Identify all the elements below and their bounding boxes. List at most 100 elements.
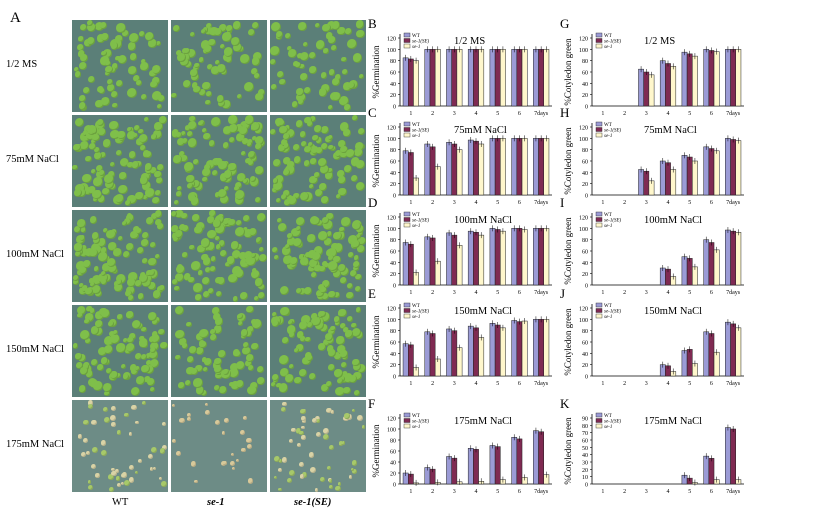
seedling-dot bbox=[281, 194, 288, 201]
bar-se-1(SE) bbox=[408, 152, 414, 196]
seedling-dot bbox=[218, 350, 227, 359]
seedling-dot bbox=[126, 88, 137, 98]
seedling-dot bbox=[173, 285, 180, 292]
seedling-dot bbox=[328, 479, 332, 483]
seedling-dot bbox=[191, 179, 200, 188]
bar-se-1(SE) bbox=[730, 139, 736, 196]
seedling-dot bbox=[300, 408, 306, 415]
bar-WT bbox=[533, 228, 539, 286]
seedling-dot bbox=[311, 316, 321, 326]
seedling-dot bbox=[171, 211, 178, 218]
seedling-dot bbox=[324, 332, 334, 341]
seedling-dot bbox=[216, 95, 225, 103]
seedling-dot bbox=[102, 407, 108, 413]
bar-se-1(SE) bbox=[473, 449, 479, 485]
seedling-dot bbox=[175, 265, 185, 275]
legend-label: WT bbox=[412, 304, 420, 309]
x-tick-label: 2 bbox=[623, 290, 626, 296]
x-tick-label: 6 bbox=[710, 489, 713, 495]
seedling-dot bbox=[184, 60, 193, 69]
seedling-dot bbox=[277, 223, 287, 233]
seedling-dot bbox=[121, 29, 130, 38]
seedling-dot bbox=[325, 171, 334, 180]
seedling-dot bbox=[76, 362, 84, 370]
seedling-dot bbox=[155, 40, 162, 47]
seedling-dot bbox=[270, 128, 277, 136]
seedling-dot bbox=[131, 404, 137, 411]
y-tick-label: 60 bbox=[390, 250, 396, 256]
seedling-dot bbox=[214, 365, 222, 374]
seedling-dot bbox=[128, 32, 139, 43]
seedling-dot bbox=[237, 320, 243, 327]
seedling-dot bbox=[200, 28, 207, 35]
seedling-dot bbox=[230, 241, 240, 251]
seedling-photo-5-2 bbox=[171, 400, 267, 492]
seedling-dot bbox=[109, 414, 116, 421]
seedling-dot bbox=[277, 467, 283, 473]
seedling-dot bbox=[309, 52, 317, 60]
legend-swatch bbox=[403, 418, 411, 423]
seedling-dot bbox=[153, 466, 157, 470]
seedling-dot bbox=[105, 180, 115, 190]
seedling-dot bbox=[192, 214, 200, 222]
seedling-dot bbox=[243, 178, 249, 184]
seedling-dot bbox=[173, 155, 182, 164]
seedling-dot bbox=[254, 73, 260, 80]
seedling-dot bbox=[127, 130, 137, 140]
seedling-dot bbox=[240, 329, 249, 337]
seedling-dot bbox=[322, 23, 331, 33]
seedling-dot bbox=[127, 194, 137, 205]
seedling-dot bbox=[257, 291, 265, 299]
seedling-dot bbox=[229, 363, 239, 373]
seedling-dot bbox=[117, 483, 122, 488]
seedling-dot bbox=[154, 122, 163, 131]
x-tick-label: 5 bbox=[688, 290, 691, 296]
seedling-dot bbox=[158, 328, 165, 336]
y-tick-label: 100 bbox=[579, 137, 588, 143]
seedling-dot bbox=[135, 280, 142, 287]
bar-se-1(SE) bbox=[494, 324, 501, 377]
seedling-dot bbox=[138, 458, 143, 463]
y-tick-label: 50 bbox=[582, 446, 588, 452]
seedling-dot bbox=[206, 91, 212, 97]
seedling-dot bbox=[243, 81, 254, 92]
seedling-dot bbox=[282, 401, 288, 407]
seedling-dot bbox=[276, 218, 282, 224]
seedling-dot bbox=[109, 162, 115, 168]
x-tick-label: 1 bbox=[601, 111, 604, 117]
seedling-dot bbox=[148, 257, 157, 267]
x-tick-label: 1 bbox=[601, 381, 604, 387]
seedling-dot bbox=[78, 282, 85, 289]
bar-se-1(SE) bbox=[429, 146, 436, 196]
seedling-dot bbox=[119, 157, 130, 168]
seedling-dot bbox=[122, 250, 131, 258]
legend-swatch bbox=[595, 121, 603, 127]
seedling-dot bbox=[140, 354, 147, 361]
seedling-dot bbox=[139, 335, 145, 341]
seedling-dot bbox=[248, 160, 254, 167]
x-tick-label: 5 bbox=[688, 200, 691, 206]
seedling-dot bbox=[193, 283, 204, 293]
seedling-dot bbox=[201, 167, 211, 177]
seedling-dot bbox=[199, 328, 209, 339]
panel-letter-F: F bbox=[368, 396, 375, 411]
bar-se-1(SE) bbox=[730, 323, 736, 377]
seedling-dot bbox=[299, 63, 306, 70]
seedling-dot bbox=[94, 152, 103, 161]
y-tick-label: 60 bbox=[390, 160, 396, 166]
seedling-dot bbox=[259, 283, 266, 291]
seedling-dot bbox=[335, 193, 342, 200]
seedling-dot bbox=[177, 137, 185, 146]
seedling-dot bbox=[218, 240, 226, 248]
seedling-dot bbox=[76, 312, 83, 319]
seedling-dot bbox=[274, 174, 285, 184]
seedling-dot bbox=[122, 337, 128, 343]
bar-se-1 bbox=[434, 166, 441, 196]
bar-se-1(SE) bbox=[538, 431, 544, 485]
y-tick-label: 0 bbox=[393, 284, 396, 290]
legend-swatch bbox=[403, 308, 411, 313]
seedling-dot bbox=[296, 120, 304, 128]
seedling-dot bbox=[226, 25, 233, 32]
seedling-dot bbox=[191, 261, 202, 271]
seedling-dot bbox=[255, 93, 264, 102]
